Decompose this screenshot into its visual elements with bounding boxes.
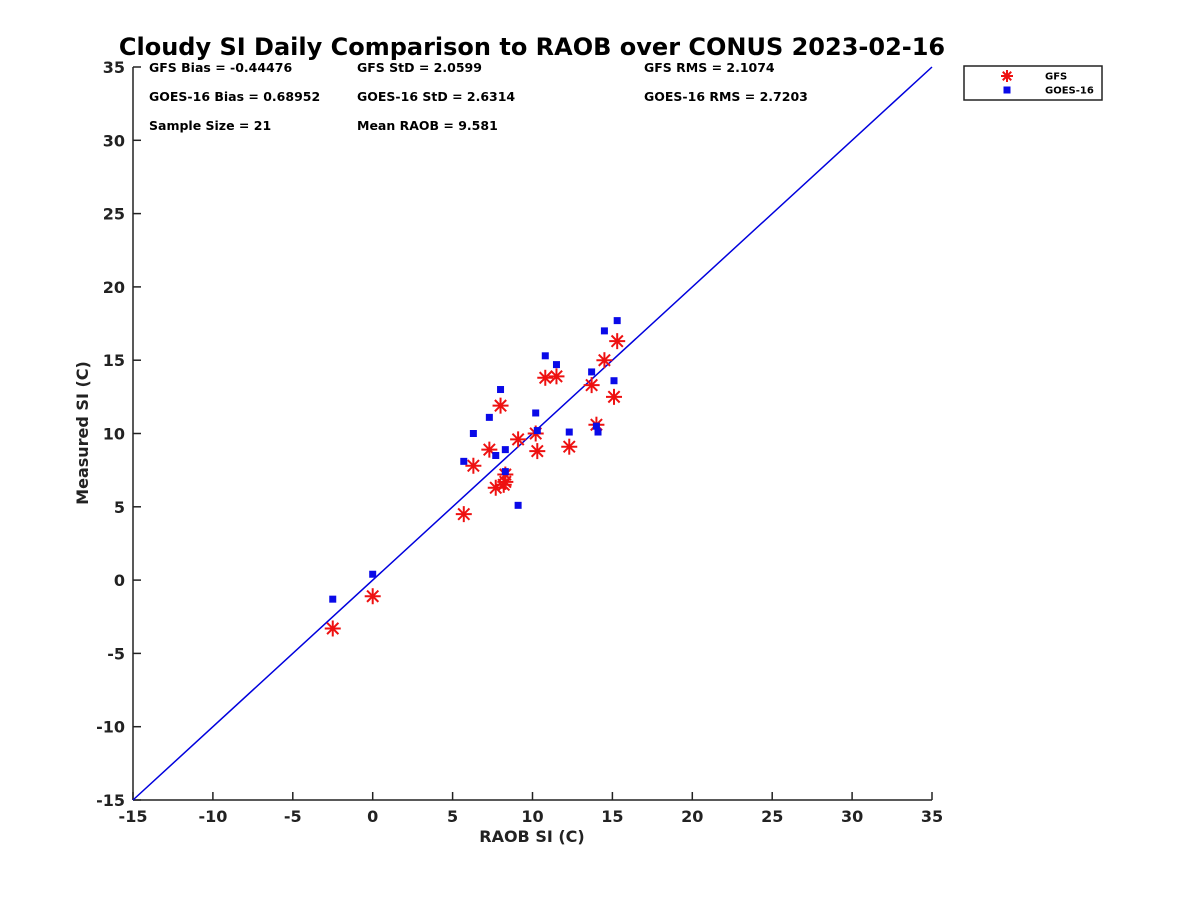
asterisk-stroke (598, 353, 611, 367)
gfs-point (548, 368, 565, 385)
stat-label: GFS StD = 2.0599 (357, 60, 482, 75)
legend-label-goes-16: GOES-16 (1045, 86, 1094, 97)
y-tick-label: -15 (96, 791, 125, 810)
asterisk-stroke (1002, 71, 1012, 81)
x-tick-label: -15 (119, 807, 148, 826)
gfs-point (497, 473, 514, 490)
asterisk-stroke (610, 334, 624, 348)
asterisk-stroke (511, 433, 525, 446)
stat-label: GOES-16 StD = 2.6314 (357, 89, 515, 104)
goes-16-point (329, 595, 337, 603)
x-axis-label: RAOB SI (C) (479, 827, 584, 846)
goes-16-point (610, 377, 618, 385)
gfs-point (510, 431, 527, 448)
x-tick-label: 0 (367, 807, 378, 826)
goes-16-point (501, 446, 509, 454)
goes-16-point (592, 422, 600, 430)
y-tick-label: 25 (103, 205, 125, 224)
gfs-point (605, 388, 622, 405)
gfs-point (455, 506, 472, 523)
gfs-point (324, 620, 341, 637)
goes-16-point (369, 570, 377, 578)
asterisk-stroke (538, 371, 552, 385)
goes-16-point (514, 501, 522, 509)
y-axis-label: Measured SI (C) (73, 361, 92, 505)
asterisk-stroke (562, 440, 576, 454)
asterisk-stroke (585, 378, 598, 392)
legend-label-gfs: GFS (1045, 72, 1067, 83)
x-tick-label: 30 (841, 807, 863, 826)
x-tick-label: 10 (521, 807, 543, 826)
asterisk-stroke (494, 399, 507, 413)
asterisk-stroke (467, 459, 480, 473)
y-tick-label: 10 (103, 425, 125, 444)
asterisk-stroke (326, 622, 340, 635)
gfs-point (492, 397, 509, 414)
legend-marker-gfs (1001, 70, 1013, 82)
plot-axes: -15 -10 -5 0 5 10 15 20 25 30 35 -15 -10 -5 0 5 10 15 20 25… (96, 58, 943, 826)
y-tick-label: -5 (107, 644, 125, 663)
asterisk-stroke (366, 589, 380, 603)
y-tick-label: 5 (114, 498, 125, 517)
asterisk-stroke (498, 475, 512, 489)
goes-16-point (460, 457, 468, 465)
goes-16-point (497, 386, 505, 394)
gfs-point (529, 443, 546, 460)
goes-16-point (533, 427, 541, 435)
series-gfs (324, 333, 626, 637)
legend-marker-goes-16 (1003, 86, 1011, 94)
x-tick-label: 15 (601, 807, 623, 826)
y-tick-label: -10 (96, 718, 125, 737)
asterisk-stroke (530, 444, 544, 458)
gfs-point (537, 369, 554, 386)
goes-16-point (600, 327, 608, 335)
stat-label: Mean RAOB = 9.581 (357, 118, 498, 133)
y-tick-label: 35 (103, 58, 125, 77)
y-tick-label: 20 (103, 278, 125, 297)
stat-label: Sample Size = 21 (149, 118, 271, 133)
gfs-point (561, 438, 578, 455)
legend-box (963, 65, 1103, 101)
goes-16-point (485, 413, 493, 421)
x-tick-label: 5 (447, 807, 458, 826)
gfs-point (609, 333, 626, 350)
goes-16-point (588, 368, 596, 376)
x-tick-label: -5 (284, 807, 302, 826)
statistics-annotations: GFS Bias = -0.44476 GFS StD = 2.0599 GFS R… (149, 60, 808, 133)
x-tick-label: -10 (198, 807, 227, 826)
asterisk-stroke (550, 369, 563, 383)
gfs-point (364, 588, 381, 605)
asterisk-stroke (457, 507, 471, 521)
asterisk-stroke (482, 443, 496, 456)
goes-16-point (541, 352, 549, 360)
stat-label: GOES-16 Bias = 0.68952 (149, 89, 320, 104)
stat-label: GOES-16 RMS = 2.7203 (644, 89, 808, 104)
y-tick-label: 30 (103, 131, 125, 150)
gfs-point (583, 377, 600, 394)
goes-16-point (532, 409, 540, 417)
goes-16-point (501, 468, 509, 476)
goes-16-point (594, 428, 602, 436)
stat-label: GFS Bias = -0.44476 (149, 60, 292, 75)
gfs-point (596, 352, 613, 369)
goes-16-point (613, 317, 621, 325)
gfs-point (465, 457, 482, 474)
chart-title: Cloudy SI Daily Comparison to RAOB over … (119, 33, 945, 61)
x-tick-label: 20 (681, 807, 703, 826)
goes-16-point (469, 430, 477, 437)
x-tick-label: 25 (761, 807, 783, 826)
y-tick-label: 15 (103, 351, 125, 370)
y-tick-label: 0 (114, 571, 125, 590)
chart-legend: GFS GOES-16 (963, 65, 1103, 101)
goes-16-point (552, 361, 560, 369)
goes-16-point (492, 451, 500, 459)
goes-16-point (565, 428, 573, 436)
x-tick-label: 35 (921, 807, 943, 826)
stat-label: GFS RMS = 2.1074 (644, 60, 775, 75)
asterisk-stroke (607, 390, 621, 404)
series-goes-16 (329, 317, 621, 603)
data-points-layer (324, 317, 626, 637)
